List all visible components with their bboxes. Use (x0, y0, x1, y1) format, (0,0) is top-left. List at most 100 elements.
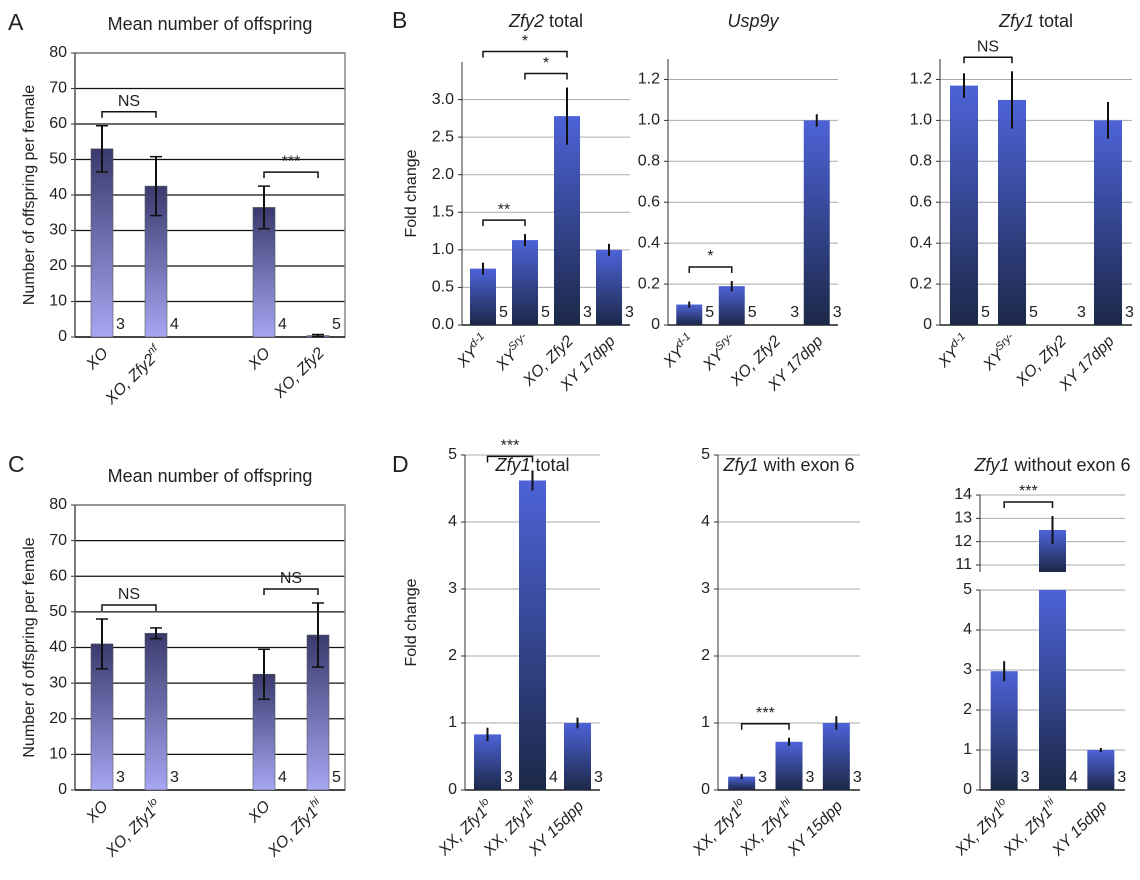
x-tick-text: XO, Zfy1 (102, 804, 159, 861)
n-label: 3 (1125, 304, 1134, 321)
bar (596, 249, 622, 325)
n-label: 4 (170, 316, 179, 333)
y-tick-label: 0 (58, 781, 67, 798)
significance-bracket (486, 455, 534, 463)
bar (718, 286, 745, 325)
y-tick-label: 30 (49, 222, 67, 239)
n-label: 3 (594, 769, 603, 786)
y-tick-label: 1.2 (910, 71, 932, 88)
n-label: 4 (549, 769, 558, 786)
bar (950, 85, 978, 325)
bar (564, 723, 591, 790)
y-tick-label: 0.6 (910, 193, 932, 210)
significance-label: * (522, 33, 528, 50)
significance-label: *** (756, 705, 775, 722)
significance-bracket (482, 50, 568, 58)
n-label: 3 (583, 304, 592, 321)
title-text: total (536, 455, 570, 475)
n-label: 3 (758, 769, 767, 786)
title-text: with exon 6 (762, 455, 854, 475)
n-label: 3 (504, 769, 513, 786)
bar (1039, 590, 1066, 790)
y-tick-label: 0.4 (910, 234, 932, 251)
n-label: 5 (499, 304, 508, 321)
y-tick-label: 1 (963, 741, 972, 758)
x-tick-label: XO (245, 798, 274, 827)
chart-title: Zfy2 total (508, 11, 583, 31)
x-tick-text: XX, Zfy1 (689, 804, 745, 860)
x-tick-label: XYd-1 (658, 330, 699, 371)
bar (676, 304, 703, 325)
n-label: 3 (1117, 769, 1126, 786)
y-tick-label: 0.4 (638, 234, 660, 251)
title-gene: Zfy1 (998, 11, 1034, 31)
y-tick-label: 30 (49, 674, 67, 691)
n-label: 5 (332, 316, 341, 333)
significance-label: *** (282, 153, 301, 170)
significance-bracket (740, 722, 790, 730)
title-gene: Zfy1 (722, 455, 758, 475)
y-tick-label: 5 (701, 446, 710, 463)
y-tick-label: 0.2 (638, 275, 660, 292)
chart-title: Mean number of offspring (108, 466, 313, 486)
significance-label: NS (977, 38, 999, 55)
significance-label: * (707, 248, 713, 265)
bar (470, 268, 496, 325)
chart-title: Zfy1 with exon 6 (722, 455, 854, 475)
y-tick-label: 0.2 (910, 275, 932, 292)
y-tick-label: 4 (701, 513, 710, 530)
title-gene: Zfy1 (973, 455, 1009, 475)
x-tick-label: XYSry- (697, 330, 742, 375)
x-tick-label: XO (83, 345, 112, 374)
x-tick-label: XY 15dpp (525, 798, 587, 860)
n-label: 3 (1021, 769, 1030, 786)
x-tick-text: XX, Zfy1 (480, 804, 536, 860)
y-tick-label: 50 (49, 603, 67, 620)
y-tick-label: 40 (49, 639, 67, 656)
significance-label: *** (501, 438, 520, 455)
y-tick-label: 40 (49, 186, 67, 203)
y-tick-label: 70 (49, 532, 67, 549)
y-tick-label: 3 (701, 580, 710, 597)
y-tick-label: 80 (49, 496, 67, 513)
y-axis-label: Number of offspring per female (21, 85, 38, 305)
bar (1087, 750, 1115, 790)
bar (519, 480, 546, 790)
y-tick-label: 60 (49, 567, 67, 584)
significance-label: NS (280, 570, 302, 587)
y-tick-label: 3 (448, 580, 457, 597)
x-tick-label: XO, Zfy2 (270, 345, 327, 402)
y-tick-label: 3 (963, 661, 972, 678)
chart-title: Usp9y (727, 11, 779, 31)
x-tick-label: XYSry- (977, 330, 1022, 375)
y-tick-label: 1.0 (432, 241, 454, 258)
x-tick-label: XY 15dpp (784, 798, 846, 860)
n-label: 3 (833, 304, 842, 321)
n-label: 3 (790, 304, 799, 321)
x-tick-label: XO (245, 345, 274, 374)
x-tick-label: XYd-1 (451, 330, 492, 371)
y-tick-label: 2 (701, 647, 710, 664)
y-tick-label: 0 (701, 781, 710, 798)
y-tick-label: 1 (701, 714, 710, 731)
x-tick-text: XX, Zfy1 (737, 804, 793, 860)
y-tick-label: 0 (923, 316, 932, 333)
n-label: 5 (541, 304, 550, 321)
y-tick-label: 70 (49, 80, 67, 97)
bar (144, 632, 168, 791)
n-label: 3 (170, 769, 179, 786)
x-tick-label: XO, Zfy1hi (262, 795, 328, 861)
title-gene: Usp9y (727, 11, 779, 31)
bar (998, 99, 1026, 325)
bar (775, 741, 803, 790)
y-tick-label: 20 (49, 257, 67, 274)
n-label: 4 (1069, 769, 1078, 786)
n-label: 5 (981, 304, 990, 321)
panel-label: B (392, 7, 407, 33)
panel-label: A (8, 9, 24, 35)
n-label: 5 (705, 304, 714, 321)
bar (554, 116, 580, 325)
bar (990, 671, 1018, 790)
n-label: 4 (278, 316, 287, 333)
n-label: 5 (1029, 304, 1038, 321)
